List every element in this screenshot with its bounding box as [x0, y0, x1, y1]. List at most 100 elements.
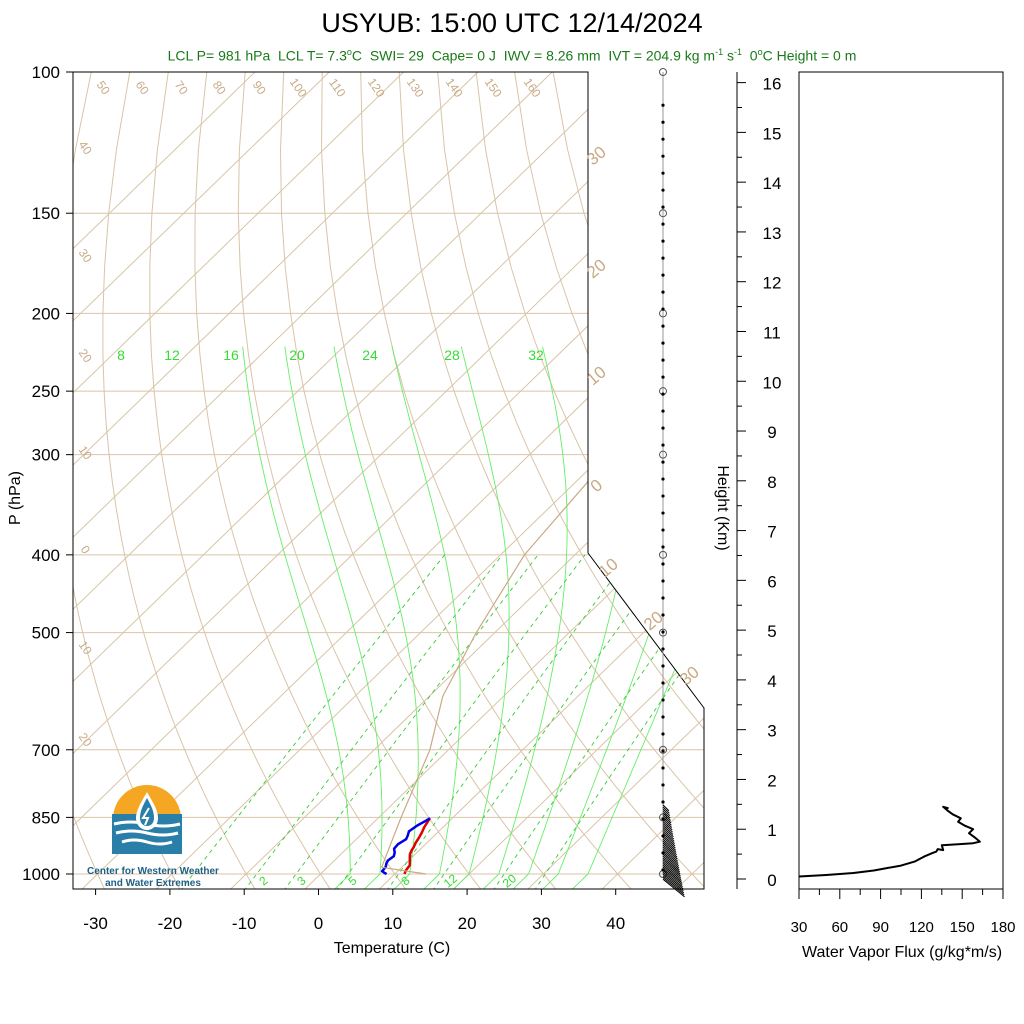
adiabat-label: 10 — [76, 638, 95, 657]
y-tick-label: 700 — [32, 741, 60, 760]
wind-level-dot — [661, 579, 665, 583]
moist-adiabat-label: 24 — [362, 347, 378, 363]
wind-level-dot — [661, 511, 665, 515]
wind-barb — [662, 846, 678, 860]
series-temperature-line — [403, 817, 432, 875]
logo-caption: Center for Western Weather and Water Extr… — [78, 866, 228, 890]
adiabat-label: 160 — [521, 75, 544, 100]
height-tick-label: 12 — [763, 274, 782, 293]
wind-barb — [662, 821, 673, 831]
dry-adiabat-line — [552, 72, 704, 889]
wind-level-dot — [661, 715, 665, 719]
isotherm-label: 30 — [676, 662, 703, 689]
wind-level-dot — [661, 664, 665, 668]
wind-barb — [662, 875, 685, 894]
y-tick-label: 300 — [32, 446, 60, 465]
moist-adiabat-label: 12 — [164, 347, 180, 363]
height-tick-label: 9 — [767, 423, 776, 442]
wind-barb — [662, 868, 683, 886]
flux-series-line — [798, 805, 981, 878]
cape: Cape= 0 J — [431, 47, 496, 64]
wind-level-dot — [661, 409, 665, 413]
wind-level-dot — [661, 749, 665, 753]
wind-calm-circle — [659, 550, 667, 559]
wind-barb — [662, 853, 680, 869]
height-tick-label: 0 — [767, 871, 776, 890]
wind-barb — [662, 855, 680, 871]
dry-adiabat-line — [279, 72, 558, 889]
zero-height: 0 — [749, 47, 758, 64]
lcl-t: LCL T= 7.3 — [278, 47, 347, 64]
isotherm-label: 30 — [583, 142, 610, 169]
cw3e-logo — [112, 784, 182, 854]
mixing-ratio-line — [335, 554, 586, 889]
mixing-ratio-line — [386, 554, 631, 889]
wind-barb — [662, 825, 674, 835]
series-dewpoint-line — [380, 817, 431, 876]
isotherm-line — [451, 72, 704, 889]
dry-adiabat-line — [900, 72, 1024, 891]
wind-level-dot — [661, 205, 665, 209]
wind-level-dot — [661, 290, 665, 294]
dry-adiabat-line — [746, 72, 1024, 891]
flux-x-tick-label: 90 — [872, 919, 889, 936]
flux-panel-frame — [798, 71, 1004, 890]
height-tick-label: 16 — [763, 75, 782, 94]
isotherm-line — [73, 72, 404, 889]
flux-x-tick-label: 60 — [831, 919, 848, 936]
series-parcel-line — [381, 120, 704, 875]
adiabat-label: 50 — [94, 78, 113, 97]
chart-subtitle: LCL P= 981 hPa LCL T= 7.3oC SWI= 29 Cape… — [167, 47, 857, 64]
mixing-ratio-line — [179, 554, 445, 889]
wind-level-dot — [661, 494, 665, 498]
zero-height-suffix: C Height = 0 m — [762, 47, 857, 64]
wind-level-dot — [661, 528, 665, 532]
dry-adiabat-line — [360, 72, 704, 889]
wind-calm-circle — [659, 745, 667, 754]
wind-barb — [662, 829, 675, 840]
wind-level-dot — [661, 137, 665, 141]
mixing-ratio-line — [492, 554, 704, 889]
wind-barb — [662, 827, 674, 838]
dry-adiabat-line — [194, 72, 408, 889]
x-axis-title: Temperature (C) — [334, 940, 450, 957]
wind-level-dot — [661, 358, 665, 362]
isotherm-line — [73, 72, 627, 889]
adiabat-label: 90 — [250, 78, 269, 97]
wind-level-dot — [661, 256, 665, 260]
isotherm-label: 10 — [595, 554, 622, 581]
wind-barb — [662, 819, 673, 828]
height-tick-label: 6 — [767, 572, 776, 591]
moist-adiabat-label: 16 — [223, 347, 239, 363]
isotherm-line — [73, 72, 702, 889]
dry-adiabat-line — [784, 72, 1024, 891]
adiabat-label: 150 — [482, 75, 505, 100]
wind-calm-circle — [659, 450, 667, 459]
iwv: IWV = 8.26 mm — [503, 47, 601, 64]
dry-adiabat-line — [437, 72, 704, 889]
isotherm-line — [73, 72, 553, 889]
isotherm-line — [228, 72, 704, 889]
isotherm-label: 0 — [587, 475, 606, 496]
y-tick-label: 200 — [32, 304, 60, 323]
wind-barb — [662, 804, 670, 812]
wind-level-dot — [661, 783, 665, 787]
ivt: IVT = 204.9 kg m — [608, 47, 716, 64]
adiabat-label: 100 — [287, 75, 310, 100]
height-tick-label: 14 — [763, 174, 782, 193]
lcl-p: LCL P= 981 hPa — [167, 47, 271, 64]
x-tick-label: 30 — [532, 914, 551, 933]
x-tick-label: -20 — [158, 914, 183, 933]
water-drop-logo-icon — [112, 785, 182, 854]
moist-adiabat-line — [284, 346, 383, 889]
isotherm-line — [79, 72, 704, 889]
wind-level-dot — [661, 732, 665, 736]
y-tick-label: 150 — [32, 204, 60, 223]
isotherm-line — [154, 72, 704, 889]
wind-level-dot — [661, 171, 665, 175]
wind-barb — [662, 863, 682, 879]
y-tick-label: 500 — [32, 624, 60, 643]
isotherm-line — [73, 72, 704, 889]
moist-adiabat-line — [540, 346, 704, 889]
